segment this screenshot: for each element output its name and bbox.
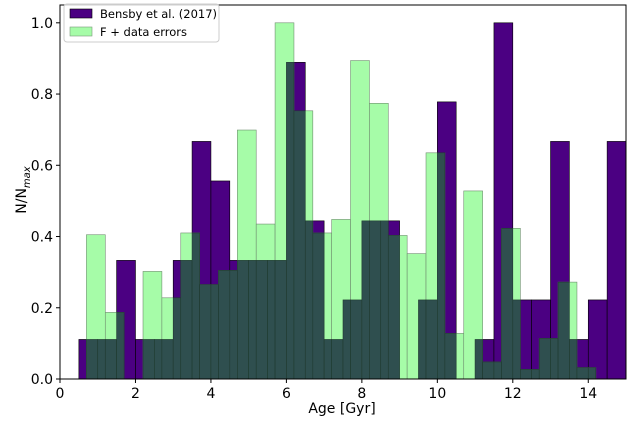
x-tick-label: 14 bbox=[579, 386, 597, 402]
y-tick-label: 0.8 bbox=[31, 87, 53, 103]
bar-bensby-28 bbox=[606, 141, 627, 380]
bar-overlap-11 bbox=[210, 284, 219, 380]
y-tick-label: 0.6 bbox=[31, 158, 53, 174]
y-tick-label: 1.0 bbox=[31, 16, 53, 32]
bar-overlap-46 bbox=[576, 367, 589, 380]
bar-overlap-15 bbox=[248, 260, 257, 380]
legend-swatch-bensby bbox=[69, 8, 93, 19]
bar-overlap-47 bbox=[587, 367, 597, 380]
x-tick-label: 12 bbox=[504, 386, 522, 402]
bar-overlap-10 bbox=[199, 284, 212, 380]
bar-overlap-22 bbox=[312, 232, 325, 380]
bar-overlap-12 bbox=[218, 270, 231, 380]
legend: Bensby et al. (2017) F + data errors bbox=[63, 3, 220, 43]
y-axis-ticks: 0.0 0.2 0.4 0.6 0.8 1.0 bbox=[31, 16, 60, 388]
y-tick-label: 0.4 bbox=[31, 230, 53, 246]
x-tick-label: 4 bbox=[206, 386, 215, 402]
x-tick-label: 6 bbox=[282, 386, 291, 402]
y-axis-label: N/Nmax bbox=[14, 166, 33, 214]
bar-overlap-26 bbox=[350, 299, 363, 380]
bar-overlap-18 bbox=[274, 260, 287, 380]
bar-overlap-32 bbox=[425, 299, 438, 380]
bar-overlap-44 bbox=[557, 281, 570, 380]
bar-overlap-6 bbox=[161, 339, 174, 380]
plot-frame bbox=[59, 4, 627, 380]
y-axis-label-subscript: max bbox=[22, 166, 33, 188]
bar-overlap-28 bbox=[369, 220, 382, 380]
bar-overlap-17 bbox=[267, 260, 276, 380]
x-tick-label: 0 bbox=[56, 386, 65, 402]
bar-overlap-40 bbox=[520, 369, 532, 380]
y-tick-label: 0.0 bbox=[31, 372, 53, 388]
y-tick-label: 0.2 bbox=[31, 301, 53, 317]
x-tick-label: 2 bbox=[131, 386, 140, 402]
bar-overlap-23 bbox=[323, 339, 332, 380]
bar-overlap-35 bbox=[474, 339, 483, 380]
bar-overlap-29 bbox=[380, 220, 389, 380]
bar-overlap-13 bbox=[229, 270, 238, 380]
x-axis-ticks: 0 2 4 6 8 10 12 14 bbox=[56, 379, 597, 402]
bar-overlap-43 bbox=[550, 338, 559, 380]
bar-overlap-8 bbox=[180, 260, 193, 380]
y-axis-label-main: N/N bbox=[14, 188, 30, 214]
bar-overlap-9 bbox=[191, 232, 200, 380]
bar-overlap-5 bbox=[154, 339, 163, 380]
bar-overlap-2 bbox=[104, 339, 117, 380]
legend-swatch-f-data-errors bbox=[69, 26, 93, 37]
bar-overlap-27 bbox=[361, 220, 370, 380]
bar-overlap-24 bbox=[331, 339, 344, 380]
bar-overlap-41 bbox=[531, 369, 540, 380]
legend-label-bensby: Bensby et al. (2017) bbox=[100, 7, 217, 21]
bar-overlap-19 bbox=[286, 62, 295, 380]
bar-overlap-0 bbox=[86, 339, 99, 380]
bar-overlap-30 bbox=[387, 235, 400, 380]
bar-overlap-7 bbox=[172, 297, 182, 380]
bar-overlap-16 bbox=[255, 260, 268, 380]
bar-overlap-3 bbox=[116, 312, 125, 380]
bar-overlap-45 bbox=[569, 339, 578, 380]
bar-overlap-14 bbox=[237, 260, 249, 380]
x-tick-label: 8 bbox=[357, 386, 366, 402]
bar-overlap-20 bbox=[293, 110, 306, 380]
bar-overlap-34 bbox=[444, 333, 457, 380]
bar-overlap-37 bbox=[493, 361, 502, 380]
legend-box bbox=[63, 3, 220, 43]
bar-overlap-42 bbox=[538, 338, 551, 380]
bar-overlap-39 bbox=[512, 299, 521, 380]
legend-label-f-data-errors: F + data errors bbox=[100, 25, 187, 39]
bar-overlap-33 bbox=[437, 152, 446, 380]
x-axis-label: Age [Gyr] bbox=[308, 401, 375, 417]
bar-overlap-31 bbox=[418, 299, 427, 380]
bar-bensby-27 bbox=[587, 299, 608, 380]
bar-overlap-38 bbox=[501, 228, 514, 380]
bar-overlap-21 bbox=[304, 220, 314, 380]
bar-overlap-4 bbox=[142, 339, 155, 380]
bar-overlap-36 bbox=[482, 361, 495, 380]
bar-overlap-25 bbox=[342, 299, 351, 380]
x-tick-label: 10 bbox=[428, 386, 446, 402]
bar-overlap-1 bbox=[97, 339, 106, 380]
